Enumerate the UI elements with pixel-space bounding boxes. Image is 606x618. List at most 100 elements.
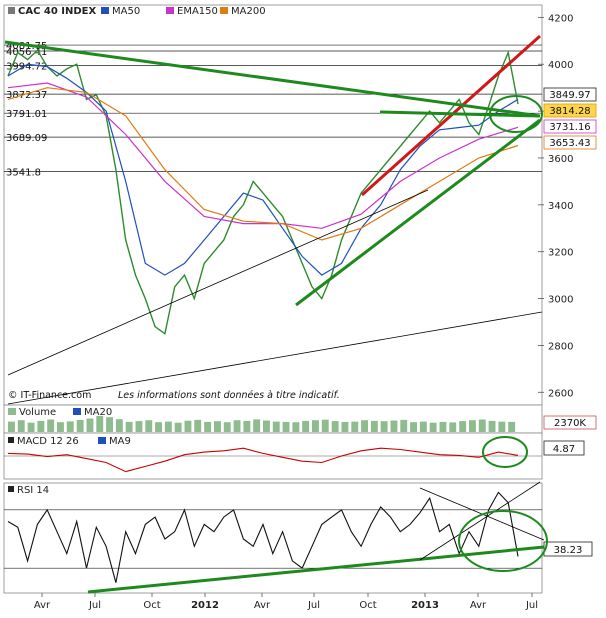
- volume-bar: [174, 422, 182, 432]
- volume-bar: [459, 421, 467, 432]
- trendlines: [4, 34, 543, 405]
- highlight-circle-rsi: [458, 510, 548, 572]
- volume-legend: Volume MA20: [8, 407, 112, 418]
- price-series: [7, 49, 519, 335]
- volume-bar: [135, 421, 143, 432]
- volume-bar: [125, 421, 133, 432]
- x-tick-label: 2012: [191, 600, 219, 611]
- x-tick-label: Jul: [307, 600, 320, 611]
- volume-bar: [439, 421, 447, 432]
- legend-ma200: MA200: [231, 6, 266, 17]
- y-tick-label: 3000: [548, 295, 573, 306]
- price-y-axis: 420040003800360034003200300028002600: [538, 13, 573, 399]
- right-value-badges: 3849.97 3814.28 3731.16 3653.43: [543, 87, 597, 150]
- volume-bar: [233, 420, 241, 432]
- volume-bar: [331, 421, 339, 432]
- x-tick-label: Jul: [88, 600, 101, 611]
- legend-ma50: MA50: [112, 6, 140, 17]
- rsi-panel: [3, 482, 543, 594]
- series-ema150: [7, 82, 519, 229]
- trendline-green-horizontal: [379, 110, 541, 118]
- x-tick-label: Avr: [254, 600, 271, 611]
- highlight-circle-macd: [482, 436, 528, 468]
- macd-badge: [543, 440, 585, 456]
- y-tick-label: 3400: [548, 201, 573, 212]
- volume-bar: [272, 421, 280, 432]
- y-tick-label: 2800: [548, 341, 573, 352]
- volume-bar: [27, 422, 35, 432]
- value-badge: [543, 103, 597, 118]
- legend-macd: MACD 12 26: [17, 436, 79, 447]
- volume-bar: [400, 419, 408, 432]
- volume-bar: [184, 420, 192, 432]
- volume-bar: [370, 420, 378, 432]
- rsi-line-path: [7, 491, 519, 583]
- disclaimer-text: Les informations sont données à titre in…: [118, 390, 340, 401]
- volume-bar: [263, 420, 270, 432]
- volume-bar: [115, 419, 123, 432]
- volume-bar: [57, 422, 64, 432]
- highlight-circle-price: [489, 95, 543, 133]
- legend-volume: Volume: [19, 407, 56, 418]
- legend-rsi: RSI 14: [17, 485, 49, 496]
- y-tick-label: 4000: [548, 60, 573, 71]
- volume-bar: [498, 421, 506, 432]
- y-tick-label: 2600: [548, 388, 573, 399]
- volume-bar: [341, 421, 349, 432]
- level-label: 3872.37: [6, 90, 47, 101]
- volume-bar: [312, 420, 319, 432]
- volume-bar: [292, 422, 300, 432]
- macd-legend: MACD 12 26 MA9: [8, 436, 131, 447]
- trendline-green-down: [4, 40, 541, 118]
- rsi-trendline-green: [87, 545, 545, 594]
- volume-bar: [66, 421, 74, 432]
- macd-line: [7, 447, 519, 473]
- value-badge-text: 3849.97: [549, 90, 590, 101]
- level-label: 4056.41: [6, 47, 47, 58]
- volume-bar: [321, 419, 329, 432]
- volume-bar: [380, 421, 388, 432]
- trendline-thin-up: [7, 189, 429, 376]
- trendline-long-support: [7, 311, 543, 405]
- volume-bar: [253, 419, 261, 432]
- value-badge-text: 3814.28: [549, 106, 590, 117]
- rsi-badge-text: 38.23: [554, 545, 583, 556]
- volume-bar: [508, 421, 516, 432]
- level-label: 3689.09: [6, 133, 47, 144]
- volume-bars: 2370K: [8, 415, 597, 432]
- level-label: 4081.75: [6, 41, 47, 52]
- legend-volume-ma20: MA20: [84, 407, 112, 418]
- y-tick-label: 4200: [548, 13, 573, 24]
- volume-bar: [469, 420, 476, 432]
- volume-bar: [351, 421, 359, 432]
- legend-ema150: EMA150: [177, 6, 218, 17]
- value-badge: [543, 119, 597, 134]
- x-tick-label: Jul: [525, 600, 538, 611]
- series-ma50: [7, 63, 519, 276]
- rsi-trendlines: [87, 481, 548, 594]
- x-tick-label: Oct: [143, 600, 160, 611]
- level-label: 3541.8: [6, 168, 41, 179]
- volume-bar: [47, 419, 55, 432]
- volume-bar: [390, 420, 398, 432]
- y-tick-label: 3200: [548, 248, 573, 259]
- volume-bar: [223, 422, 231, 432]
- volume-bar: [429, 422, 437, 432]
- volume-bar: [17, 420, 25, 432]
- volume-bar: [478, 419, 486, 432]
- volume-badge-text: 2370K: [554, 418, 586, 429]
- volume-bar: [214, 421, 221, 432]
- volume-bar: [96, 416, 104, 432]
- volume-bar: [488, 420, 496, 432]
- trendline-green-up: [295, 118, 541, 307]
- volume-bar: [86, 418, 94, 432]
- volume-bar: [155, 422, 162, 432]
- volume-bar: [145, 420, 153, 432]
- x-axis: Avr Jul Oct 2012 Avr Jul Oct 2013 Avr Jul: [34, 593, 538, 611]
- volume-bar: [106, 417, 113, 432]
- rsi-line: 38.23: [4, 491, 593, 583]
- value-badge-text: 3653.43: [549, 138, 590, 149]
- trendline-red-up: [361, 34, 541, 197]
